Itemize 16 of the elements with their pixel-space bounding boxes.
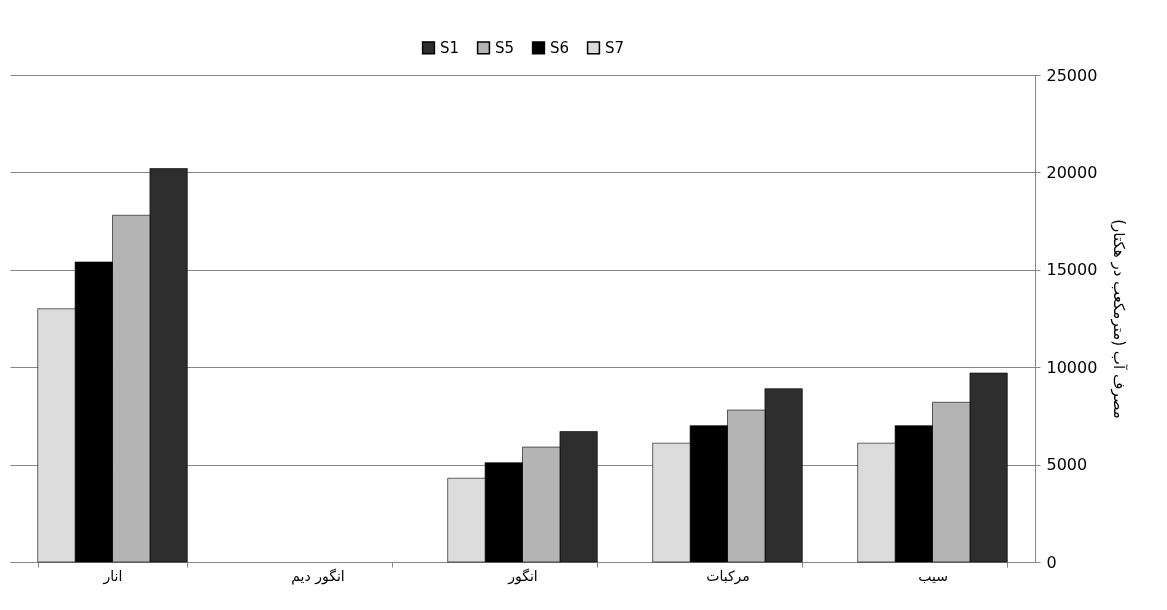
y-tick-label: 10000 [1046,357,1098,377]
y-tick-label: 5000 [1046,455,1088,475]
y-axis-title: مصرف آب (مترمکعب در هکتار) [1110,219,1129,419]
y-tick-label: 0 [1046,552,1057,572]
x-tick-label: انگور دیم [291,567,345,585]
x-tick-label: انگور [507,567,538,585]
legend-label: S1 [440,38,460,57]
y-tick-label: 20000 [1046,162,1098,182]
y-tick-label: 25000 [1046,65,1098,85]
legend-label: S7 [605,38,625,57]
legend-label: S5 [495,38,515,57]
x-tick-label: سیب [918,567,948,584]
y-tick-label: 15000 [1046,260,1098,280]
x-tick-label: مرکبات [706,567,750,585]
x-tick-label: انار [102,567,123,585]
legend-label: S6 [550,38,570,57]
